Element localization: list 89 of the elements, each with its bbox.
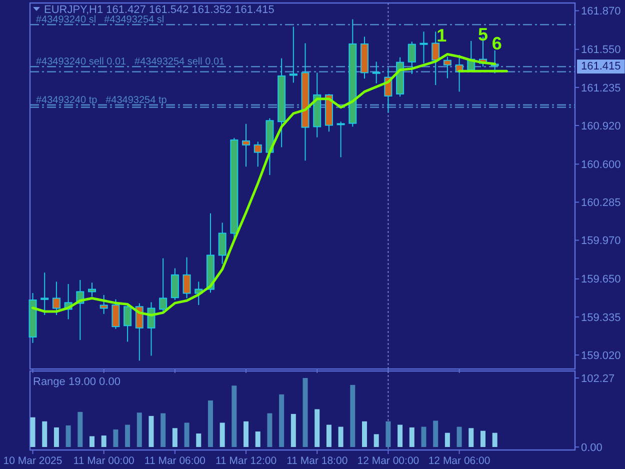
bar (184, 422, 190, 447)
x-tick-label: 11 Mar 18:00 (286, 455, 348, 467)
y-tick-label: 161.870 (581, 6, 621, 18)
annotation: #43493254 sl (104, 14, 164, 26)
x-tick-label: 12 Mar 00:00 (357, 455, 420, 467)
candlestick (124, 304, 132, 342)
bar (136, 412, 142, 447)
ref-line-label: #43493254 sell 0.01 (134, 56, 226, 68)
ref-line-label: #43493240 tp (36, 94, 98, 106)
candlestick (40, 272, 49, 316)
chart-title: EURJPY,H1 161.427 161.542 161.352 161.415 (44, 4, 274, 16)
bar (374, 434, 379, 447)
bar (338, 426, 344, 447)
candlestick (112, 298, 120, 330)
bar (196, 434, 202, 447)
candlestick (289, 26, 298, 84)
bar (362, 421, 368, 447)
annotation: 5 (478, 24, 488, 44)
bar (398, 424, 403, 447)
bar (409, 427, 414, 447)
bar (78, 412, 83, 447)
candlestick (254, 141, 262, 168)
y-tick-label: 160.920 (581, 120, 621, 132)
bar (350, 384, 356, 447)
x-tick-label: 11 Mar 12:00 (215, 455, 277, 467)
bar (160, 413, 166, 447)
candlestick (443, 56, 452, 79)
bar (326, 424, 332, 447)
bar (279, 394, 284, 447)
bar (492, 432, 498, 447)
y-tick-label: 161.550 (581, 44, 621, 56)
y-tick-label: 0.00 (581, 442, 602, 454)
candlestick (242, 123, 250, 168)
text: 161.415 (581, 60, 621, 73)
chart-title: Range 19.00 0.00 (33, 376, 120, 388)
ref-line-label: #43493240 sell 0.01 (36, 56, 127, 68)
x-tick-label: 11 Mar 00:00 (73, 455, 135, 467)
y-tick-label: 159.335 (581, 312, 621, 324)
bar (148, 416, 154, 447)
bar (444, 432, 450, 447)
bar (172, 428, 178, 447)
y-tick-label: 160.285 (581, 197, 621, 210)
candlestick (372, 61, 380, 84)
bar (101, 436, 106, 447)
y-tick-label: 161.235 (581, 82, 621, 94)
bar (54, 427, 59, 447)
x-tick-label: 11 Mar 06:00 (144, 455, 206, 467)
y-tick-label: 159.650 (581, 274, 621, 286)
bar (208, 400, 213, 447)
annotation: 6 (492, 33, 502, 54)
x-tick-label: 12 Mar 06:00 (428, 455, 490, 467)
bar (456, 426, 462, 447)
candlestick (408, 41, 416, 75)
y-tick-label: 159.970 (581, 235, 621, 248)
bar (232, 386, 237, 447)
bar (421, 426, 426, 447)
bar (314, 409, 320, 447)
bar (480, 430, 486, 447)
annotation: 1 (436, 25, 447, 46)
y-tick-label: 159.020 (581, 350, 621, 362)
bar (30, 417, 36, 447)
bar (433, 420, 438, 447)
x-tick-label: 10 Mar 2025 (3, 455, 62, 467)
candlestick (159, 258, 168, 314)
bar (255, 431, 260, 447)
candlestick (336, 121, 345, 158)
bar (90, 436, 95, 447)
ref-line-label: #43493240 sl (36, 14, 96, 26)
bar (113, 429, 118, 447)
bar (42, 421, 48, 447)
ref-line-label: #43493254 tp (106, 94, 168, 106)
y-tick-label: 160.600 (581, 158, 621, 171)
bar (244, 421, 249, 447)
bar (290, 414, 296, 447)
bar (386, 421, 391, 447)
bar (468, 428, 474, 447)
bar (302, 378, 308, 447)
bar (125, 424, 130, 447)
candlestick (218, 222, 226, 264)
candlestick (170, 268, 179, 300)
candlestick (100, 294, 108, 314)
candlestick (420, 31, 428, 64)
y-tick-label: 102.27 (581, 372, 615, 385)
candlestick (52, 281, 60, 316)
bar (220, 422, 225, 447)
candlestick (182, 256, 191, 299)
bar (267, 413, 272, 447)
bar (66, 425, 71, 447)
candlestick (88, 282, 96, 298)
